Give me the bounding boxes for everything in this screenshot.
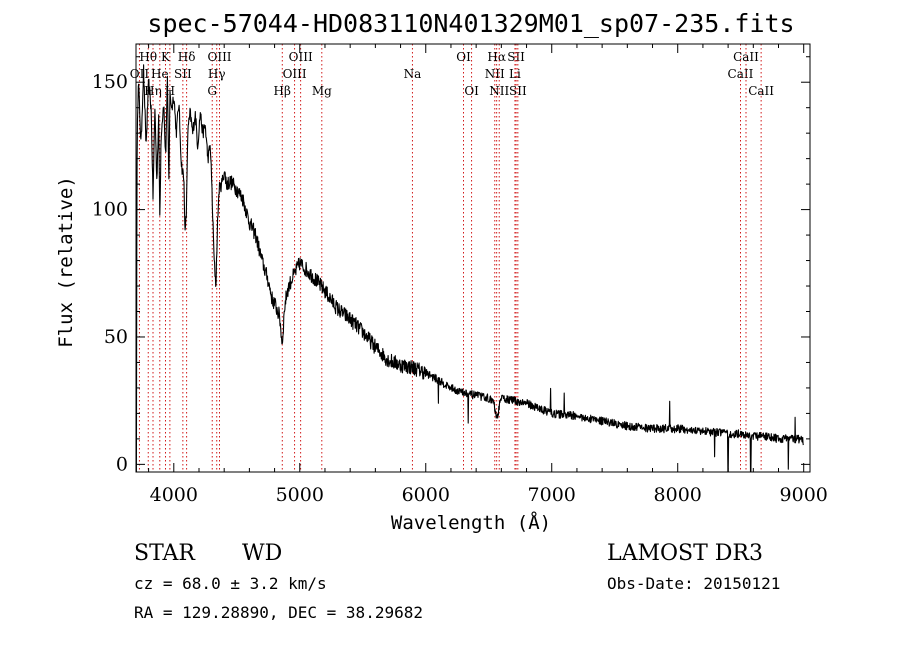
spectral-line-label: He (151, 67, 169, 81)
spectral-line-label: NII (489, 84, 509, 98)
survey-name: LAMOST DR3 (607, 541, 763, 566)
x-tick-label: 5000 (276, 484, 324, 506)
spectral-line-label: Mg (312, 84, 332, 98)
spectral-line-label: SII (509, 84, 527, 98)
object-subclass: WD (242, 541, 282, 566)
spectral-line-label: CaII (748, 84, 774, 98)
x-tick-label: 7000 (528, 484, 576, 506)
axis-ticks: 4000 5000 6000 7000 8000 9000 0 50 100 150 (92, 44, 828, 506)
spectral-line-label: Hγ (208, 67, 226, 81)
y-tick-label: 50 (104, 326, 128, 348)
spectral-line-label: Hα (487, 50, 506, 64)
spectral-line-label: OIII (207, 50, 231, 64)
spectral-line-label: OII (130, 67, 150, 81)
object-class: STAR (134, 541, 196, 566)
chart-title: spec-57044-HD083110N401329M01_sp07-235.f… (147, 9, 794, 38)
spectrum-series-line (135, 64, 804, 473)
spectral-line-label: G (207, 84, 217, 98)
spectral-line-label: CaII (728, 67, 754, 81)
spectral-line-label: OI (456, 50, 471, 64)
spectral-line-label: Hδ (178, 50, 196, 64)
spectral-line-label: SII (174, 67, 192, 81)
spectral-line-label: OIII (289, 50, 313, 64)
y-tick-label: 100 (92, 199, 128, 221)
redshift-cz: cz = 68.0 ± 3.2 km/s (134, 574, 327, 593)
x-tick-label: 6000 (402, 484, 450, 506)
plot-frame (135, 43, 811, 473)
spectral-line-label: Hθ (139, 50, 157, 64)
spectral-line-label: Hβ (274, 84, 291, 98)
x-tick-label: 8000 (654, 484, 702, 506)
x-tick-label: 9000 (780, 484, 828, 506)
spectral-line-label: SII (507, 50, 525, 64)
spectral-line-label: NII (485, 67, 505, 81)
spectral-line-label: Na (404, 67, 422, 81)
spectral-lines: HθOIIHηHeKHSIIHδGHγOIIIHβOIIIOIIIMgNaOIO… (130, 44, 774, 472)
y-tick-label: 0 (116, 453, 128, 475)
obs-date: Obs-Date: 20150121 (607, 574, 780, 593)
spectral-line-label: Hη (144, 84, 162, 98)
spectral-line-label: OI (464, 84, 479, 98)
x-tick-label: 4000 (150, 484, 198, 506)
spectral-line-label: CaII (733, 50, 759, 64)
ra-dec-coords: RA = 129.28890, DEC = 38.29682 (134, 603, 423, 622)
y-axis-label: Flux (relative) (55, 176, 77, 348)
y-tick-label: 150 (92, 71, 128, 93)
spectral-line-label: K (161, 50, 171, 64)
x-axis-label: Wavelength (Å) (391, 511, 551, 534)
spectral-line-label: Li (509, 67, 521, 81)
spectral-line-label: OIII (283, 67, 307, 81)
